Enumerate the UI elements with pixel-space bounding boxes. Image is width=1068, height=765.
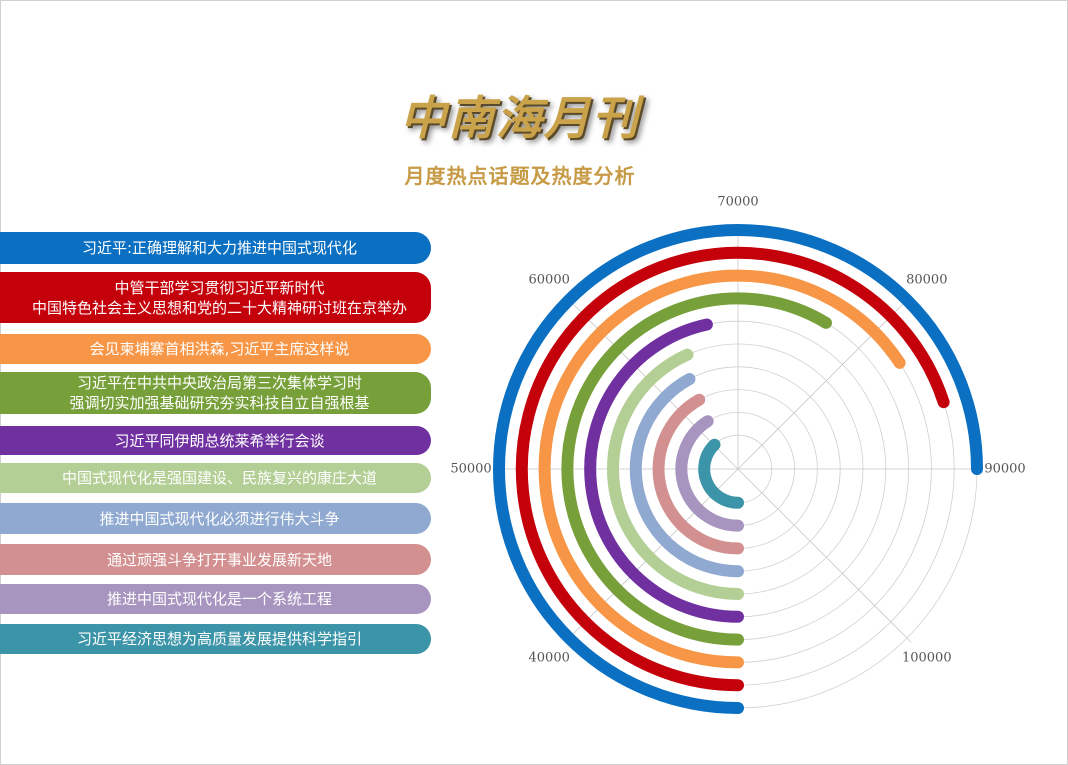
legend-item: 会见柬埔寨首相洪森,习近平主席这样说	[0, 334, 431, 364]
legend-item: 中管干部学习贯彻习近平新时代 中国特色社会主义思想和党的二十大精神研讨班在京举办	[0, 272, 431, 323]
angle-tick-label: 60000	[529, 273, 570, 288]
legend-item: 推进中国式现代化是一个系统工程	[0, 584, 431, 614]
angle-tick-label: 80000	[906, 273, 947, 288]
angle-tick-label: 40000	[529, 650, 570, 665]
bar	[515, 246, 950, 692]
legend-item: 习近平同伊朗总统莱希举行会谈	[0, 426, 431, 455]
angle-tick-label: 90000	[984, 462, 1025, 477]
bar	[561, 292, 832, 646]
legend-item: 习近平在中共中央政治局第三次集体学习时 强调切实加强基础研究夯实科技自立自强根基	[0, 372, 431, 414]
angle-tick-label: 70000	[717, 195, 758, 210]
bar	[698, 438, 744, 509]
bar	[584, 318, 744, 623]
subtitle: 月度热点话题及热度分析	[404, 164, 636, 188]
angle-tick-label: 100000	[902, 650, 952, 665]
legend-item: 习近平经济思想为高质量发展提供科学指引	[0, 624, 431, 654]
bar	[493, 224, 983, 714]
legend-item: 推进中国式现代化必须进行伟大斗争	[0, 503, 431, 534]
bar	[607, 348, 744, 600]
grid-line	[737, 295, 912, 470]
title: 中南海月刊	[400, 91, 640, 145]
bar	[538, 269, 906, 669]
bar	[675, 415, 744, 532]
legend-item: 习近平:正确理解和大力推进中国式现代化	[0, 232, 431, 264]
grid-line	[737, 468, 912, 643]
bar	[629, 373, 744, 578]
bar	[652, 393, 744, 555]
legend-item: 通过顽强斗争打开事业发展新天地	[0, 544, 431, 575]
angle-tick-label: 50000	[450, 462, 491, 477]
legend-item: 中国式现代化是强国建设、民族复兴的康庄大道	[0, 463, 431, 493]
